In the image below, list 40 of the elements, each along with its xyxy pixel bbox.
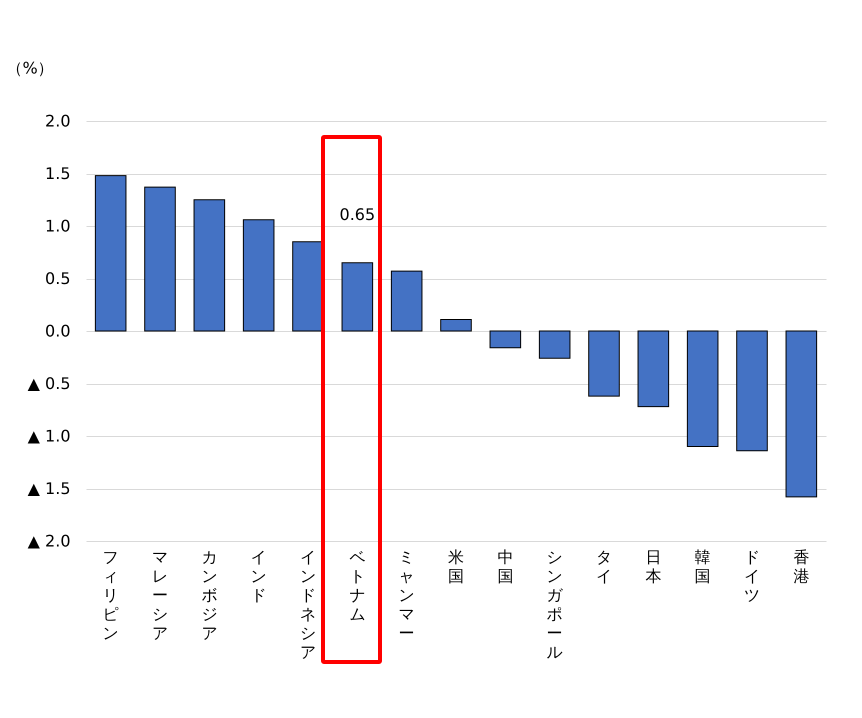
y-tick-label: 1.0 [45, 216, 70, 236]
x-tick-label: マレーシア [152, 548, 168, 642]
y-tick-label: ▲ 1.0 [28, 426, 70, 446]
y-tick-label: ▲ 0.5 [28, 374, 70, 393]
y-axis-title: （%） [6, 58, 54, 78]
bar [94, 175, 126, 332]
bar [242, 219, 274, 332]
x-tick-label: カンボジア [201, 548, 218, 642]
x-tick-label: 韓国 [694, 548, 711, 586]
x-tick-label: 香港 [793, 548, 810, 586]
x-tick-label: ドイツ [744, 548, 760, 604]
bar [538, 330, 570, 359]
y-tick-label: 1.5 [45, 164, 70, 183]
bar [144, 186, 176, 332]
bar [786, 330, 818, 498]
y-tick-label: 2.0 [45, 112, 70, 130]
bar [638, 330, 670, 408]
bar [390, 270, 422, 332]
y-tick-label: 0.5 [45, 269, 70, 288]
x-tick-label: シンガポール [546, 548, 564, 662]
y-tick-label: ▲ 2.0 [28, 532, 70, 550]
x-tick-label: インドネシア [300, 548, 316, 662]
bar [490, 330, 522, 348]
bar [342, 262, 374, 332]
bar [588, 330, 620, 397]
x-tick-label: 中国 [497, 548, 514, 586]
x-tick-label: ベトナム [349, 548, 366, 624]
bar [194, 199, 226, 332]
x-tick-label: ミャンマー [398, 548, 415, 642]
bar [440, 318, 472, 332]
annotation: 0.65 [340, 204, 376, 224]
y-tick-label: ▲ 1.5 [28, 479, 70, 498]
bar [736, 330, 768, 452]
x-tick-label: フィリピン [102, 548, 119, 642]
x-tick-label: 日本 [645, 548, 662, 586]
x-tick-label: タイ [596, 548, 612, 586]
x-tick-label: インド [250, 548, 267, 604]
x-tick-label: 米国 [448, 548, 464, 586]
y-tick-label: 0.0 [45, 322, 70, 340]
bar [686, 330, 718, 447]
